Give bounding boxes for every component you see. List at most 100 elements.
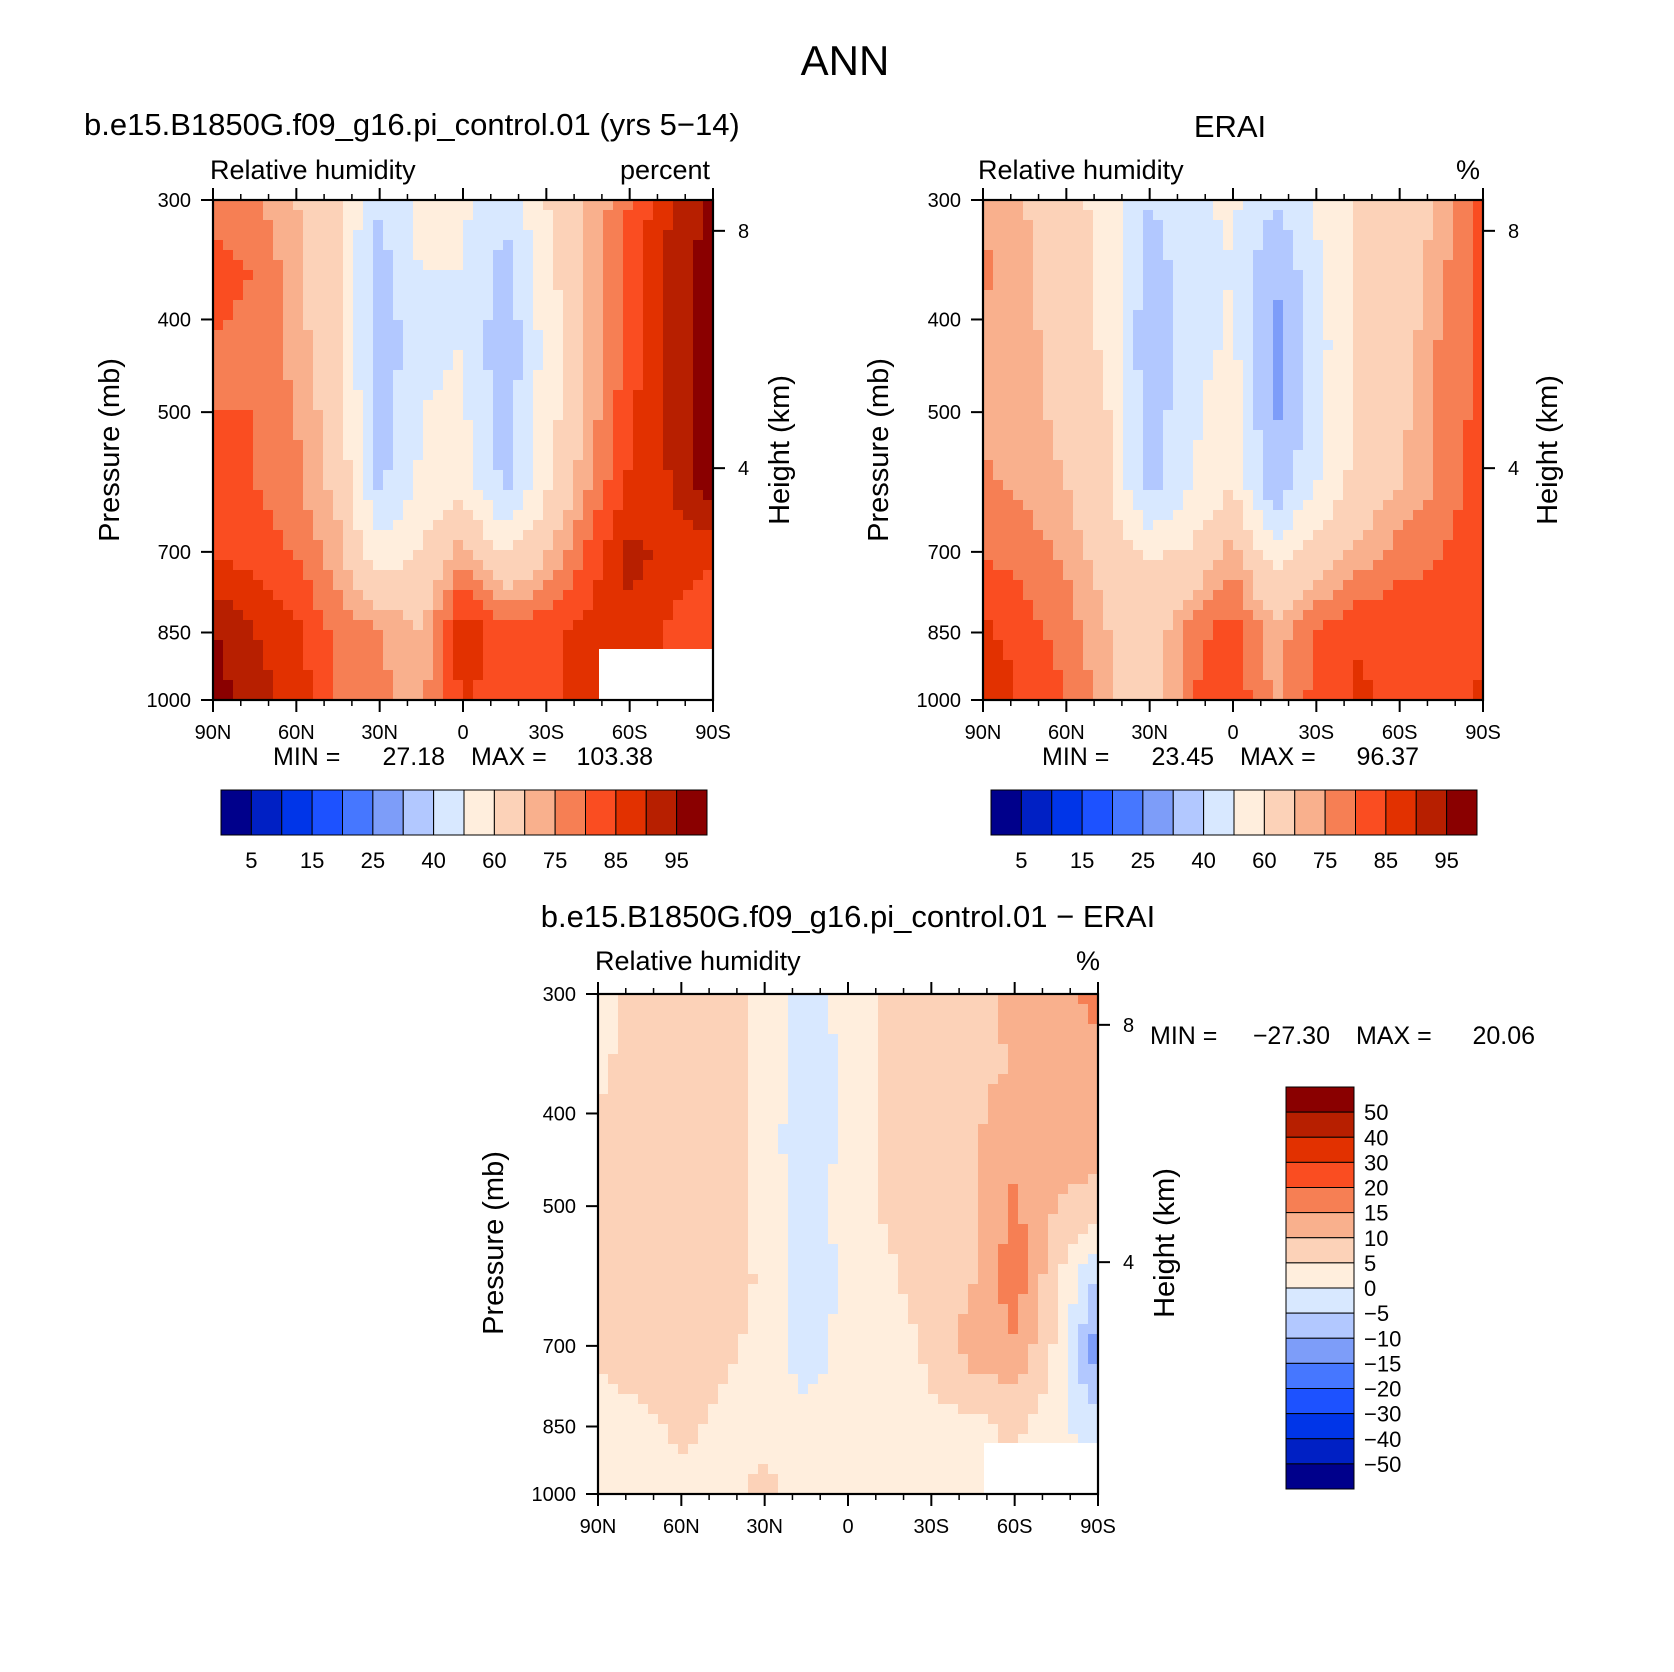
heatmap-cell: [463, 590, 474, 601]
heatmap-cell: [283, 430, 294, 441]
heatmap-cell: [303, 590, 314, 601]
heatmap-cell: [533, 430, 544, 441]
heatmap-cell: [373, 590, 384, 601]
heatmap-cell: [413, 660, 424, 671]
heatmap-cell: [633, 260, 644, 271]
heatmap-cell: [1343, 450, 1354, 461]
heatmap-cell: [1033, 470, 1044, 481]
heatmap-cell: [673, 530, 684, 541]
heatmap-cell: [1093, 660, 1104, 671]
heatmap-cell: [1253, 490, 1264, 501]
heatmap-cell: [1173, 480, 1184, 491]
heatmap-cell: [1213, 330, 1224, 341]
heatmap-cell: [403, 360, 414, 371]
heatmap-cell: [1433, 270, 1444, 281]
heatmap-cell: [1233, 270, 1244, 281]
heatmap-cell: [223, 560, 234, 571]
heatmap-cell: [563, 460, 574, 471]
heatmap-cell: [333, 230, 344, 241]
heatmap-cell: [393, 340, 404, 351]
heatmap-cell: [443, 330, 454, 341]
heatmap-cell: [493, 270, 504, 281]
heatmap-cell: [313, 410, 324, 421]
heatmap-cell: [653, 480, 664, 491]
heatmap-cell: [1173, 260, 1184, 271]
heatmap-cell: [243, 260, 254, 271]
heatmap-cell: [1213, 430, 1224, 441]
heatmap-cell: [1263, 270, 1274, 281]
heatmap-cell: [643, 530, 654, 541]
heatmap-cell: [1163, 500, 1174, 511]
heatmap-cell: [1333, 430, 1344, 441]
heatmap-cell: [1403, 250, 1414, 261]
heatmap-cell: [543, 570, 554, 581]
heatmap-cell: [543, 200, 554, 211]
heatmap-cell: [1203, 210, 1214, 221]
heatmap-cell: [423, 600, 434, 611]
heatmap-cell: [1253, 280, 1264, 291]
heatmap-cell: [503, 330, 514, 341]
heatmap-cell: [1313, 500, 1324, 511]
heatmap-cell: [503, 320, 514, 331]
heatmap-cell: [683, 610, 694, 621]
heatmap-cell: [463, 210, 474, 221]
heatmap-cell: [1033, 420, 1044, 431]
heatmap-cell: [1073, 490, 1084, 501]
heatmap-cell: [373, 580, 384, 591]
heatmap-cell: [693, 230, 704, 241]
heatmap-cell: [1023, 390, 1034, 401]
heatmap-cell: [1113, 510, 1124, 521]
heatmap-cell: [1473, 430, 1484, 441]
heatmap-cell: [443, 260, 454, 271]
heatmap-cell: [1433, 490, 1444, 501]
heatmap-cell: [1383, 670, 1394, 681]
heatmap-cell: [643, 420, 654, 431]
heatmap-cell: [1373, 490, 1384, 501]
heatmap-cell: [1043, 640, 1054, 651]
heatmap-cell: [1343, 480, 1354, 491]
heatmap-cell: [263, 330, 274, 341]
heatmap-cell: [1423, 450, 1434, 461]
heatmap-cell: [1193, 460, 1204, 471]
heatmap-cell: [563, 690, 574, 701]
heatmap-cell: [493, 200, 504, 211]
heatmap-cell: [673, 280, 684, 291]
heatmap-cell: [1443, 430, 1454, 441]
heatmap-cell: [1043, 210, 1054, 221]
heatmap-cell: [1053, 520, 1064, 531]
heatmap-cell: [333, 440, 344, 451]
heatmap-cell: [663, 390, 674, 401]
heatmap-cell: [393, 380, 404, 391]
heatmap-cell: [303, 360, 314, 371]
heatmap-cell: [1373, 330, 1384, 341]
heatmap-cell: [333, 290, 344, 301]
heatmap-cell: [413, 480, 424, 491]
heatmap-cell: [1313, 300, 1324, 311]
heatmap-cell: [233, 410, 244, 421]
heatmap-cell: [303, 620, 314, 631]
heatmap-cell: [1313, 590, 1324, 601]
heatmap-cell: [983, 220, 994, 231]
heatmap-cell: [1153, 200, 1164, 211]
heatmap-cell: [583, 290, 594, 301]
panel-model-subtitle-left: Relative humidity: [210, 155, 416, 185]
heatmap-cell: [693, 400, 704, 411]
heatmap-cell: [1023, 260, 1034, 271]
heatmap-cell: [313, 280, 324, 291]
heatmap-cell: [513, 410, 524, 421]
heatmap-cell: [1083, 500, 1094, 511]
heatmap-cell: [1273, 600, 1284, 611]
heatmap-cell: [403, 650, 414, 661]
heatmap-cell: [1323, 370, 1334, 381]
heatmap-cell: [1183, 260, 1194, 271]
heatmap-cell: [1473, 320, 1484, 331]
heatmap-cell: [663, 420, 674, 431]
heatmap-cell: [473, 280, 484, 291]
heatmap-cell: [1403, 310, 1414, 321]
heatmap-cell: [413, 530, 424, 541]
heatmap-cell: [1173, 360, 1184, 371]
heatmap-cell: [293, 410, 304, 421]
heatmap-cell: [1183, 530, 1194, 541]
heatmap-cell: [1423, 610, 1434, 621]
heatmap-cell: [1443, 300, 1454, 311]
